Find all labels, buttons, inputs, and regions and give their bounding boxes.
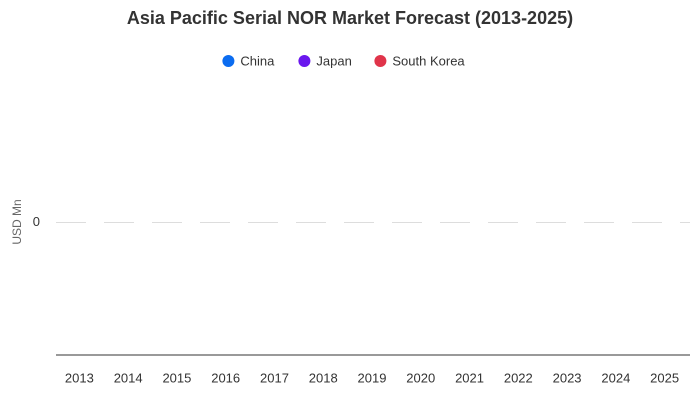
x-tick-label: 2023 (553, 370, 582, 385)
legend-marker (374, 55, 387, 67)
y-axis-label: USD Mn (10, 199, 24, 244)
x-tick-label: 2017 (260, 370, 289, 385)
x-tick-label: 2019 (358, 370, 387, 385)
legend-marker (298, 55, 311, 67)
legend-marker (222, 55, 235, 67)
x-tick-label: 2013 (65, 370, 94, 385)
y-tick-label: 0 (33, 214, 40, 229)
legend-label: Japan (316, 53, 351, 68)
x-tick-label: 2020 (406, 370, 435, 385)
x-tick-label: 2024 (601, 370, 630, 385)
x-tick-label: 2015 (162, 370, 191, 385)
x-tick-label: 2014 (114, 370, 143, 385)
chart-title: Asia Pacific Serial NOR Market Forecast … (127, 8, 573, 28)
legend-label: South Korea (392, 53, 465, 68)
x-tick-label: 2021 (455, 370, 484, 385)
x-tick-label: 2025 (650, 370, 679, 385)
x-tick-label: 2016 (211, 370, 240, 385)
x-tick-label: 2018 (309, 370, 338, 385)
legend-label: China (240, 53, 275, 68)
x-tick-label: 2022 (504, 370, 533, 385)
